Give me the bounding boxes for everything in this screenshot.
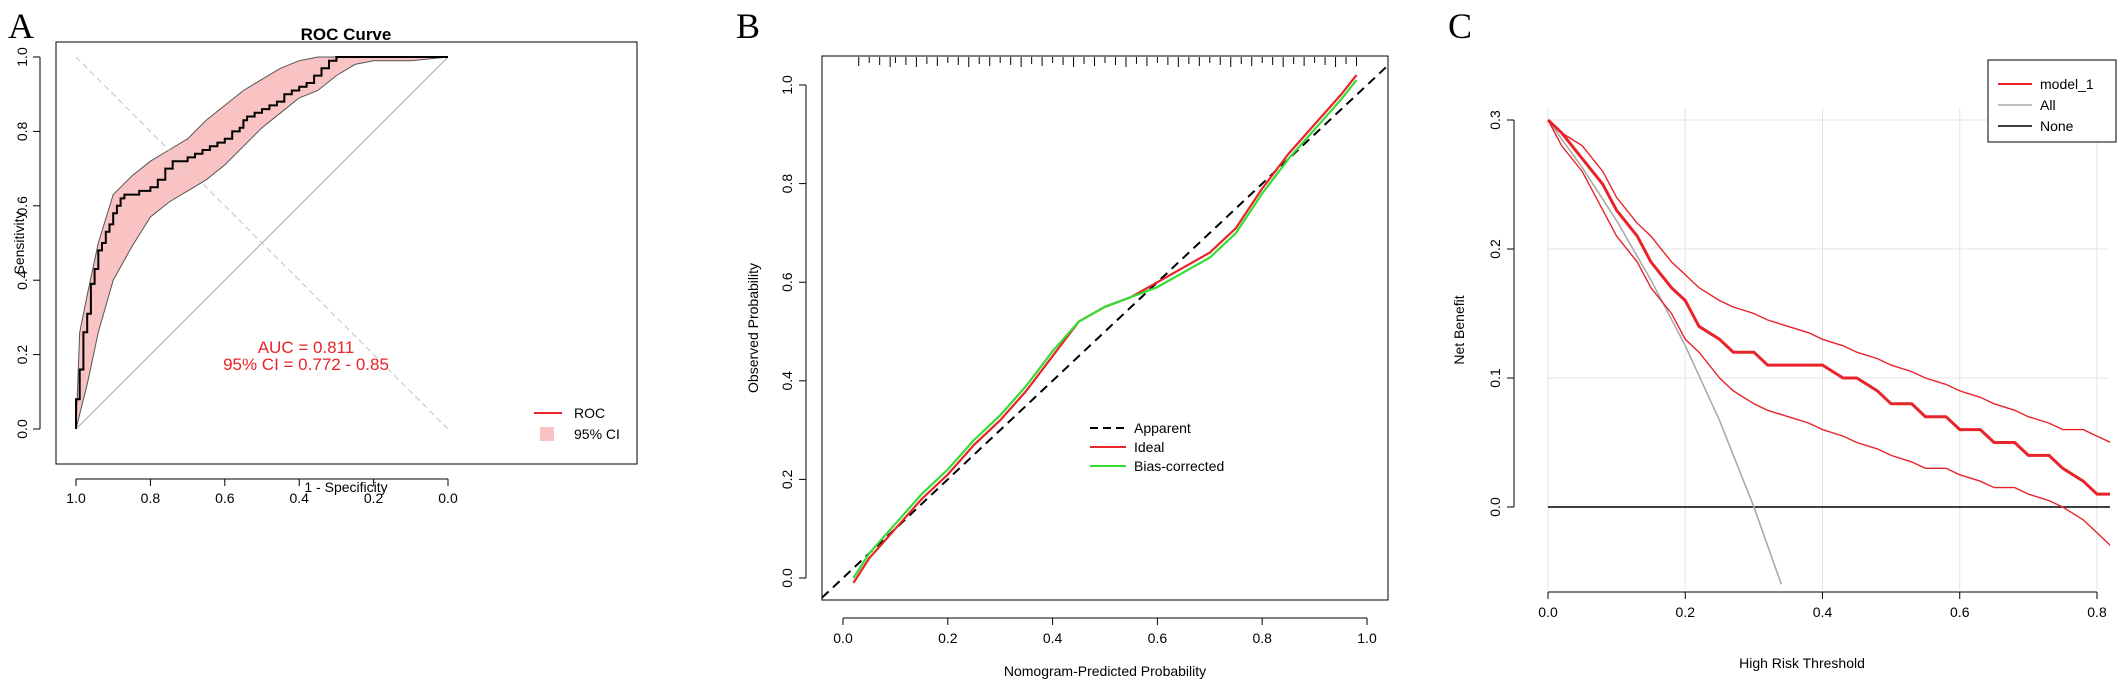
x-tick-label-c: 0.6 (1950, 604, 1970, 620)
plot-area-b (822, 57, 1388, 599)
legend-ci-swatch (540, 427, 554, 441)
y-tick-label-b: 0.6 (779, 272, 795, 292)
x-axis-label-a: 1 - Specificity (304, 479, 387, 495)
ci-upper-line-a (75, 56, 448, 430)
bias-corrected-line (852, 79, 1358, 579)
panel-letter-a: A (8, 6, 34, 46)
x-tick-label-a: 1.0 (66, 490, 86, 506)
panel-letter-c: C (1448, 6, 1472, 46)
plot-frame-a (55, 41, 638, 465)
y-axis-label-b: Observed Probability (745, 263, 761, 393)
x-tick-label-c: 0.8 (2087, 604, 2107, 620)
y-axis-label-c: Net Benefit (1451, 295, 1467, 364)
ideal-line (852, 74, 1358, 584)
legend-apparent-label: Apparent (1134, 420, 1191, 436)
model-upper-ci-line (1547, 119, 2110, 443)
chart-a-title: ROC Curve (301, 25, 392, 44)
x-tick-label-b: 0.6 (1148, 630, 1168, 646)
x-tick-label-c: 0.0 (1538, 604, 1558, 620)
y-tick-label-a: 0.8 (14, 121, 30, 141)
panel-letter-b: B (736, 6, 760, 46)
legend-c: model_1 All None (1987, 59, 2117, 143)
legend-none-label: None (2040, 118, 2074, 134)
model-line (1546, 118, 2110, 496)
legend-ideal-label: Ideal (1134, 439, 1164, 455)
y-axis-label-a: Sensitivity (11, 211, 27, 274)
plot-b-clipped (822, 57, 1388, 599)
axes-c: 0.0 0.2 0.4 0.6 0.8 0.0 0.1 0.2 0.3 (1487, 110, 2107, 620)
x-tick-label-a: 0.4 (289, 490, 309, 506)
y-tick-label-a: 1.0 (14, 47, 30, 67)
x-tick-label-b: 0.2 (938, 630, 958, 646)
y-tick-label-b: 0.8 (779, 174, 795, 194)
y-tick-label-c: 0.3 (1487, 110, 1503, 130)
legend-c-box (1987, 59, 2117, 143)
panel-b: B 0.0 0.2 0.4 0.6 0.8 1.0 0.0 0.2 0.4 0.6 0.8 1.0 N… (736, 6, 1389, 679)
x-tick-label-a: 0.6 (215, 490, 235, 506)
all-line (1547, 119, 1783, 585)
legend-b: Apparent Ideal Bias-corrected (1090, 420, 1224, 474)
legend-all-label: All (2040, 97, 2056, 113)
y-tick-label-b: 1.0 (779, 75, 795, 95)
x-tick-label-b: 0.0 (833, 630, 853, 646)
x-tick-label-b: 0.4 (1043, 630, 1063, 646)
model-lower-ci-line (1547, 119, 2110, 547)
y-tick-label-a: 0.6 (14, 196, 30, 216)
legend-model-label: model_1 (2040, 76, 2094, 92)
plot-area-c (1546, 108, 2110, 590)
y-tick-label-b: 0.2 (779, 469, 795, 489)
x-tick-label-b: 1.0 (1357, 630, 1377, 646)
auc-annotation: AUC = 0.811 (258, 338, 355, 357)
x-axis-label-c: High Risk Threshold (1739, 655, 1865, 671)
ci-lower-line-a (75, 56, 449, 430)
x-tick-label-a: 0.8 (141, 490, 161, 506)
x-tick-label-c: 0.4 (1813, 604, 1833, 620)
axes-a: 1.0 0.8 0.6 0.4 0.2 0.0 0.0 0.2 0.4 0.6 0.8 1.0 (14, 47, 458, 506)
x-tick-label-a: 0.2 (364, 490, 384, 506)
y-tick-label-c: 0.1 (1487, 368, 1503, 388)
y-tick-label-b: 0.0 (779, 568, 795, 588)
y-tick-label-a: 0.4 (14, 270, 30, 290)
x-tick-label-b: 0.8 (1252, 630, 1272, 646)
y-tick-label-b: 0.4 (779, 371, 795, 391)
panel-c: C 0.0 0.2 0.4 0.6 0.8 0.0 0.1 0.2 0.3 High Risk … (1448, 6, 2117, 671)
y-tick-label-a: 0.2 (14, 345, 30, 365)
axes-b: 0.0 0.2 0.4 0.6 0.8 1.0 0.0 0.2 0.4 0.6 0.8 1.0 (779, 75, 1377, 646)
x-tick-label-c: 0.2 (1676, 604, 1696, 620)
legend-ci-label: 95% CI (574, 426, 620, 442)
plot-frame-b (821, 55, 1389, 601)
ci-annotation: 95% CI = 0.772 - 0.85 (223, 355, 389, 374)
x-axis-label-b: Nomogram-Predicted Probability (1004, 663, 1206, 679)
plot-c-clipped (1546, 118, 2110, 585)
roc-curve (75, 56, 448, 429)
legend-bias-label: Bias-corrected (1134, 458, 1224, 474)
x-tick-label-a: 0.0 (438, 490, 458, 506)
plot-area-a (75, 56, 449, 430)
panel-a: A ROC Curve 1.0 0.8 0.6 0.4 0.2 0.0 0.0 0.2 0.4 0… (8, 6, 638, 506)
y-tick-label-c: 0.0 (1487, 497, 1503, 517)
y-tick-label-a: 0.0 (14, 419, 30, 439)
apparent-line (822, 64, 1388, 599)
legend-roc-label: ROC (574, 405, 605, 421)
legend-a: ROC 95% CI (534, 405, 620, 442)
reference-anti-diagonal-a (75, 56, 449, 430)
y-tick-label-c: 0.2 (1487, 239, 1503, 259)
